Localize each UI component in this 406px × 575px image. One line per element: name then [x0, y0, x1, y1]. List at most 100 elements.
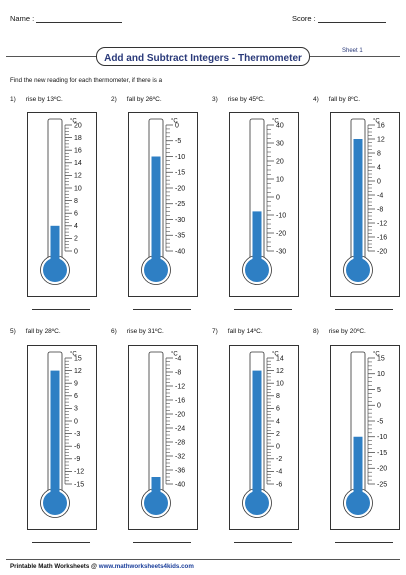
problem-text: fall by 14ºC. — [227, 328, 263, 335]
tick-label: 6 — [74, 393, 78, 400]
tick-label: -12 — [377, 220, 387, 227]
unit-label: °C — [171, 352, 178, 358]
tick-label: -16 — [175, 397, 185, 404]
footer-rule — [6, 559, 400, 560]
thermometer: -4 -8 -12 -16 -20 -24 -28 -32 -36 -40 °C — [141, 352, 185, 518]
name-field: Name : — [10, 14, 123, 23]
tick-label: -16 — [377, 234, 387, 241]
problem-text: fall by 8ºC. — [328, 96, 361, 103]
tick-label: -20 — [175, 411, 185, 418]
tick-label: -10 — [276, 212, 286, 219]
answer-line[interactable] — [234, 542, 292, 543]
answer-line[interactable] — [32, 309, 90, 310]
thermometer-card: 0 -5 -10 -15 -20 -25 -30 -35 -40 °C — [128, 112, 198, 297]
thermometer: 0 -5 -10 -15 -20 -25 -30 -35 -40 °C — [141, 119, 185, 285]
tick-label: 16 — [377, 122, 385, 129]
thermometer-card: 15 12 9 6 3 0 -3 -6 -9 -12 -15 °C — [27, 345, 97, 530]
tick-label: -4 — [276, 469, 282, 476]
tick-label: 5 — [377, 387, 381, 394]
answer-line[interactable] — [234, 309, 292, 310]
name-line[interactable] — [36, 22, 123, 23]
tick-label: -35 — [175, 233, 185, 240]
problem-3-prompt: 3) rise by 45ºC. — [212, 96, 265, 103]
unit-label: °C — [171, 119, 178, 125]
tick-label: -5 — [175, 138, 181, 145]
problem-number: 3) — [212, 96, 218, 103]
unit-label: °C — [373, 119, 380, 125]
thermometer-card: 40 30 20 10 0 -10 -20 -30 °C — [229, 112, 299, 297]
thermometer-card: 15 10 5 0 -5 -10 -15 -20 -25 °C — [330, 345, 400, 530]
tick-label: 18 — [74, 135, 82, 142]
score-line[interactable] — [317, 22, 386, 23]
tick-label: -9 — [74, 456, 80, 463]
tick-label: -25 — [377, 481, 387, 488]
name-label: Name : — [10, 14, 35, 23]
tick-label: 14 — [74, 160, 82, 167]
tick-label: -4 — [377, 192, 383, 199]
tick-label: 10 — [276, 381, 284, 388]
tick-label: -6 — [74, 444, 80, 451]
problem-text: rise by 13ºC. — [25, 96, 63, 103]
tick-label: 0 — [276, 444, 280, 451]
sheet-label: Sheet 1 — [342, 48, 363, 54]
problem-text: rise by 45ºC. — [227, 96, 265, 103]
tick-label: 14 — [276, 355, 284, 362]
footer-prefix: Printable Math Worksheets @ — [10, 563, 99, 570]
answer-line[interactable] — [335, 309, 393, 310]
tick-label: -20 — [175, 185, 185, 192]
tick-label: -20 — [276, 230, 286, 237]
tick-label: -30 — [276, 248, 286, 255]
thermometer: 15 12 9 6 3 0 -3 -6 -9 -12 -15 °C — [40, 352, 84, 518]
score-label: Score : — [292, 14, 316, 23]
tick-label: 8 — [276, 393, 280, 400]
tick-label: 16 — [74, 148, 82, 155]
thermometer-card: 14 12 10 8 6 4 2 0 -2 -4 -6 °C — [229, 345, 299, 530]
tick-label: 10 — [377, 371, 385, 378]
tick-label: 2 — [74, 236, 78, 243]
answer-line[interactable] — [32, 542, 90, 543]
answer-line[interactable] — [133, 542, 191, 543]
thermometer-card: -4 -8 -12 -16 -20 -24 -28 -32 -36 -40 °C — [128, 345, 198, 530]
mercury-bulb — [346, 258, 370, 282]
tick-label: 9 — [74, 381, 78, 388]
tick-label: 30 — [276, 140, 284, 147]
mercury-bulb — [245, 258, 269, 282]
tick-label: 20 — [276, 158, 284, 165]
problem-number: 8) — [313, 328, 319, 335]
problem-text: rise by 31ºC. — [126, 328, 164, 335]
unit-label: °C — [272, 352, 279, 358]
tick-label: -5 — [377, 418, 383, 425]
problem-text: rise by 20ºC. — [328, 328, 366, 335]
tick-label: 12 — [276, 368, 284, 375]
tick-label: 15 — [377, 355, 385, 362]
tick-label: 10 — [74, 185, 82, 192]
tick-label: 15 — [74, 355, 82, 362]
tick-label: 0 — [175, 122, 179, 129]
problem-5-prompt: 5) fall by 28ºC. — [10, 328, 61, 335]
tick-label: -24 — [175, 425, 185, 432]
tick-label: 4 — [74, 223, 78, 230]
problem-number: 1) — [10, 96, 16, 103]
tick-label: 0 — [377, 178, 381, 185]
problem-1-prompt: 1) rise by 13ºC. — [10, 96, 63, 103]
problem-number: 7) — [212, 328, 218, 335]
problem-6-prompt: 6) rise by 31ºC. — [111, 328, 164, 335]
tick-label: -30 — [175, 217, 185, 224]
tick-label: -2 — [276, 456, 282, 463]
tick-label: 2 — [276, 431, 280, 438]
mercury-column — [252, 211, 262, 270]
mercury-column — [353, 139, 363, 270]
tick-label: -36 — [175, 467, 185, 474]
mercury-bulb — [346, 491, 370, 515]
mercury-column — [50, 370, 60, 503]
problem-number: 5) — [10, 328, 16, 335]
unit-label: °C — [70, 119, 77, 125]
tick-label: -40 — [175, 481, 185, 488]
tick-label: -10 — [377, 434, 387, 441]
title-box: Add and Subtract Integers - Thermometer — [96, 47, 310, 66]
answer-line[interactable] — [335, 542, 393, 543]
problem-8-prompt: 8) rise by 20ºC. — [313, 328, 366, 335]
answer-line[interactable] — [133, 309, 191, 310]
tick-label: -28 — [175, 439, 185, 446]
tick-label: -8 — [377, 206, 383, 213]
